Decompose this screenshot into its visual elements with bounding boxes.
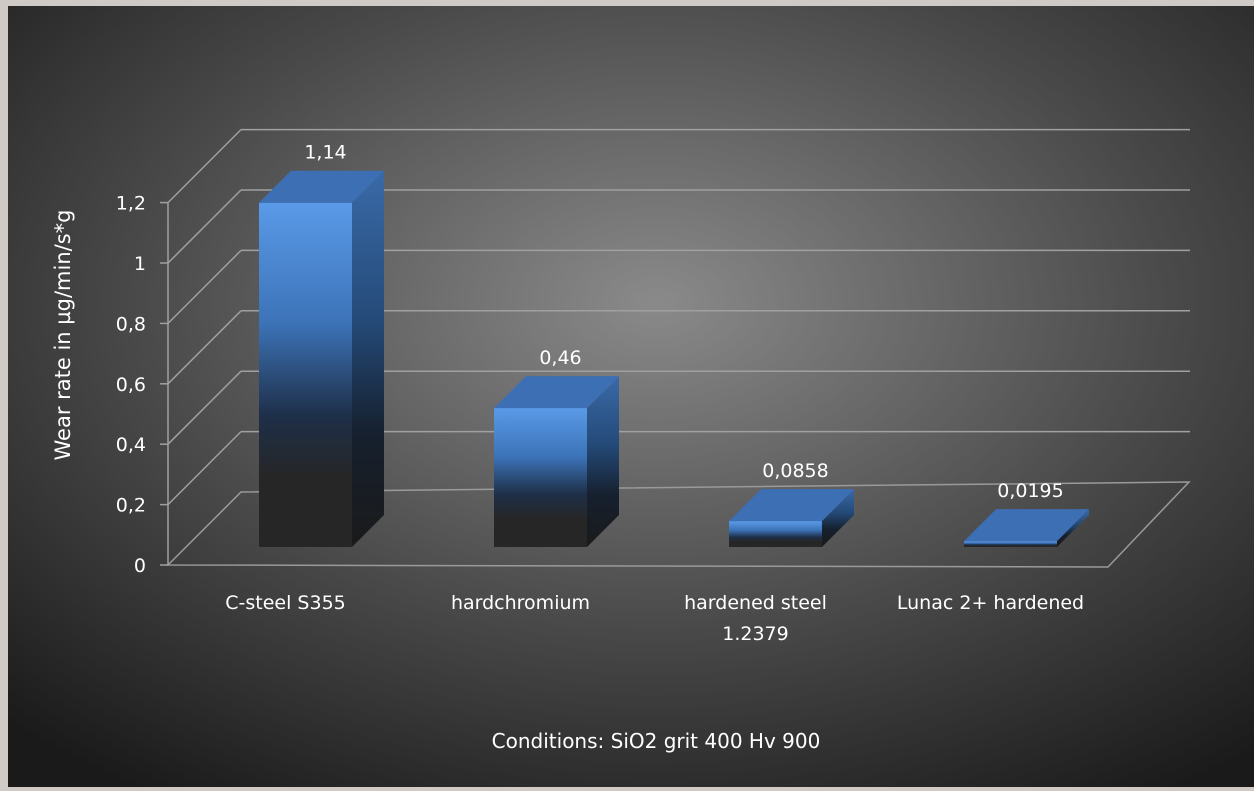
- y-tick-label: 0,4: [116, 434, 146, 456]
- bar-front: [494, 408, 587, 547]
- bars: [259, 170, 1089, 547]
- y-tick-label: 1,2: [116, 193, 146, 215]
- x-tick-label: 1.2379: [722, 623, 788, 645]
- bar-side: [587, 376, 619, 547]
- bar-side: [822, 489, 854, 547]
- bar-top: [259, 170, 384, 203]
- y-tick-label: 0,2: [116, 495, 146, 517]
- data-label: 1,14: [304, 142, 346, 164]
- footer-note: Conditions: SiO2 grit 400 Hv 900: [492, 729, 821, 753]
- gridline-side: [167, 249, 242, 324]
- y-tick-label: 0: [134, 555, 146, 577]
- x-tick-label: C-steel S355: [225, 592, 346, 614]
- gridline-side: [167, 189, 242, 264]
- x-tick-label: hardchromium: [451, 592, 590, 614]
- bar-top: [729, 489, 854, 522]
- x-tick-label: Lunac 2+ hardened: [897, 592, 1084, 614]
- data-label: 0,0858: [762, 460, 828, 482]
- data-label: 0,0195: [997, 480, 1063, 502]
- bar-top: [494, 376, 619, 409]
- chart-floor: [166, 481, 1191, 568]
- bar-top: [964, 509, 1089, 542]
- gridline-side: [167, 310, 242, 385]
- y-axis-title: Wear rate in µg/min/s*g: [51, 210, 75, 461]
- bar: [964, 509, 1089, 547]
- data-label: 0,46: [539, 347, 581, 369]
- chart-background: [8, 6, 1254, 787]
- bar: [494, 376, 619, 547]
- gridline-side: [167, 431, 242, 506]
- bar: [729, 489, 854, 547]
- gridline-side: [167, 370, 242, 445]
- bar: [259, 170, 384, 547]
- y-tick-label: 0,8: [116, 313, 146, 335]
- gridlines: [160, 128, 1191, 568]
- bar-side: [1057, 509, 1089, 547]
- bar-front: [964, 541, 1057, 547]
- bar-front: [259, 202, 352, 547]
- y-tick-label: 0,6: [116, 374, 146, 396]
- gridline-side: [167, 129, 242, 204]
- bar-side: [352, 170, 384, 547]
- y-tick-label: 1: [134, 253, 146, 275]
- bar-front: [729, 521, 822, 547]
- labels: 0 0,2 0,4 0,6 0,8 1 1,2 1,14 C-steel S355 0,46 har…: [116, 142, 1084, 645]
- x-tick-label: hardened steel: [684, 592, 827, 614]
